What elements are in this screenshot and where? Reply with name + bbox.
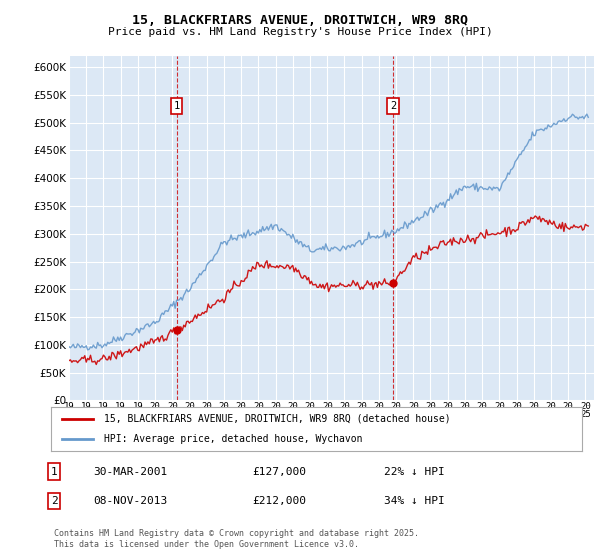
Text: 15, BLACKFRIARS AVENUE, DROITWICH, WR9 8RQ (detached house): 15, BLACKFRIARS AVENUE, DROITWICH, WR9 8… (104, 414, 451, 424)
Text: 15, BLACKFRIARS AVENUE, DROITWICH, WR9 8RQ: 15, BLACKFRIARS AVENUE, DROITWICH, WR9 8… (132, 14, 468, 27)
Text: HPI: Average price, detached house, Wychavon: HPI: Average price, detached house, Wych… (104, 434, 362, 444)
Text: 2: 2 (390, 101, 396, 111)
Text: £212,000: £212,000 (252, 496, 306, 506)
Text: 34% ↓ HPI: 34% ↓ HPI (384, 496, 445, 506)
Text: 2: 2 (50, 496, 58, 506)
Text: Contains HM Land Registry data © Crown copyright and database right 2025.
This d: Contains HM Land Registry data © Crown c… (54, 529, 419, 549)
Text: 08-NOV-2013: 08-NOV-2013 (93, 496, 167, 506)
Text: 30-MAR-2001: 30-MAR-2001 (93, 466, 167, 477)
Text: 22% ↓ HPI: 22% ↓ HPI (384, 466, 445, 477)
Text: Price paid vs. HM Land Registry's House Price Index (HPI): Price paid vs. HM Land Registry's House … (107, 27, 493, 37)
Text: 1: 1 (50, 466, 58, 477)
Text: 1: 1 (173, 101, 180, 111)
Text: £127,000: £127,000 (252, 466, 306, 477)
